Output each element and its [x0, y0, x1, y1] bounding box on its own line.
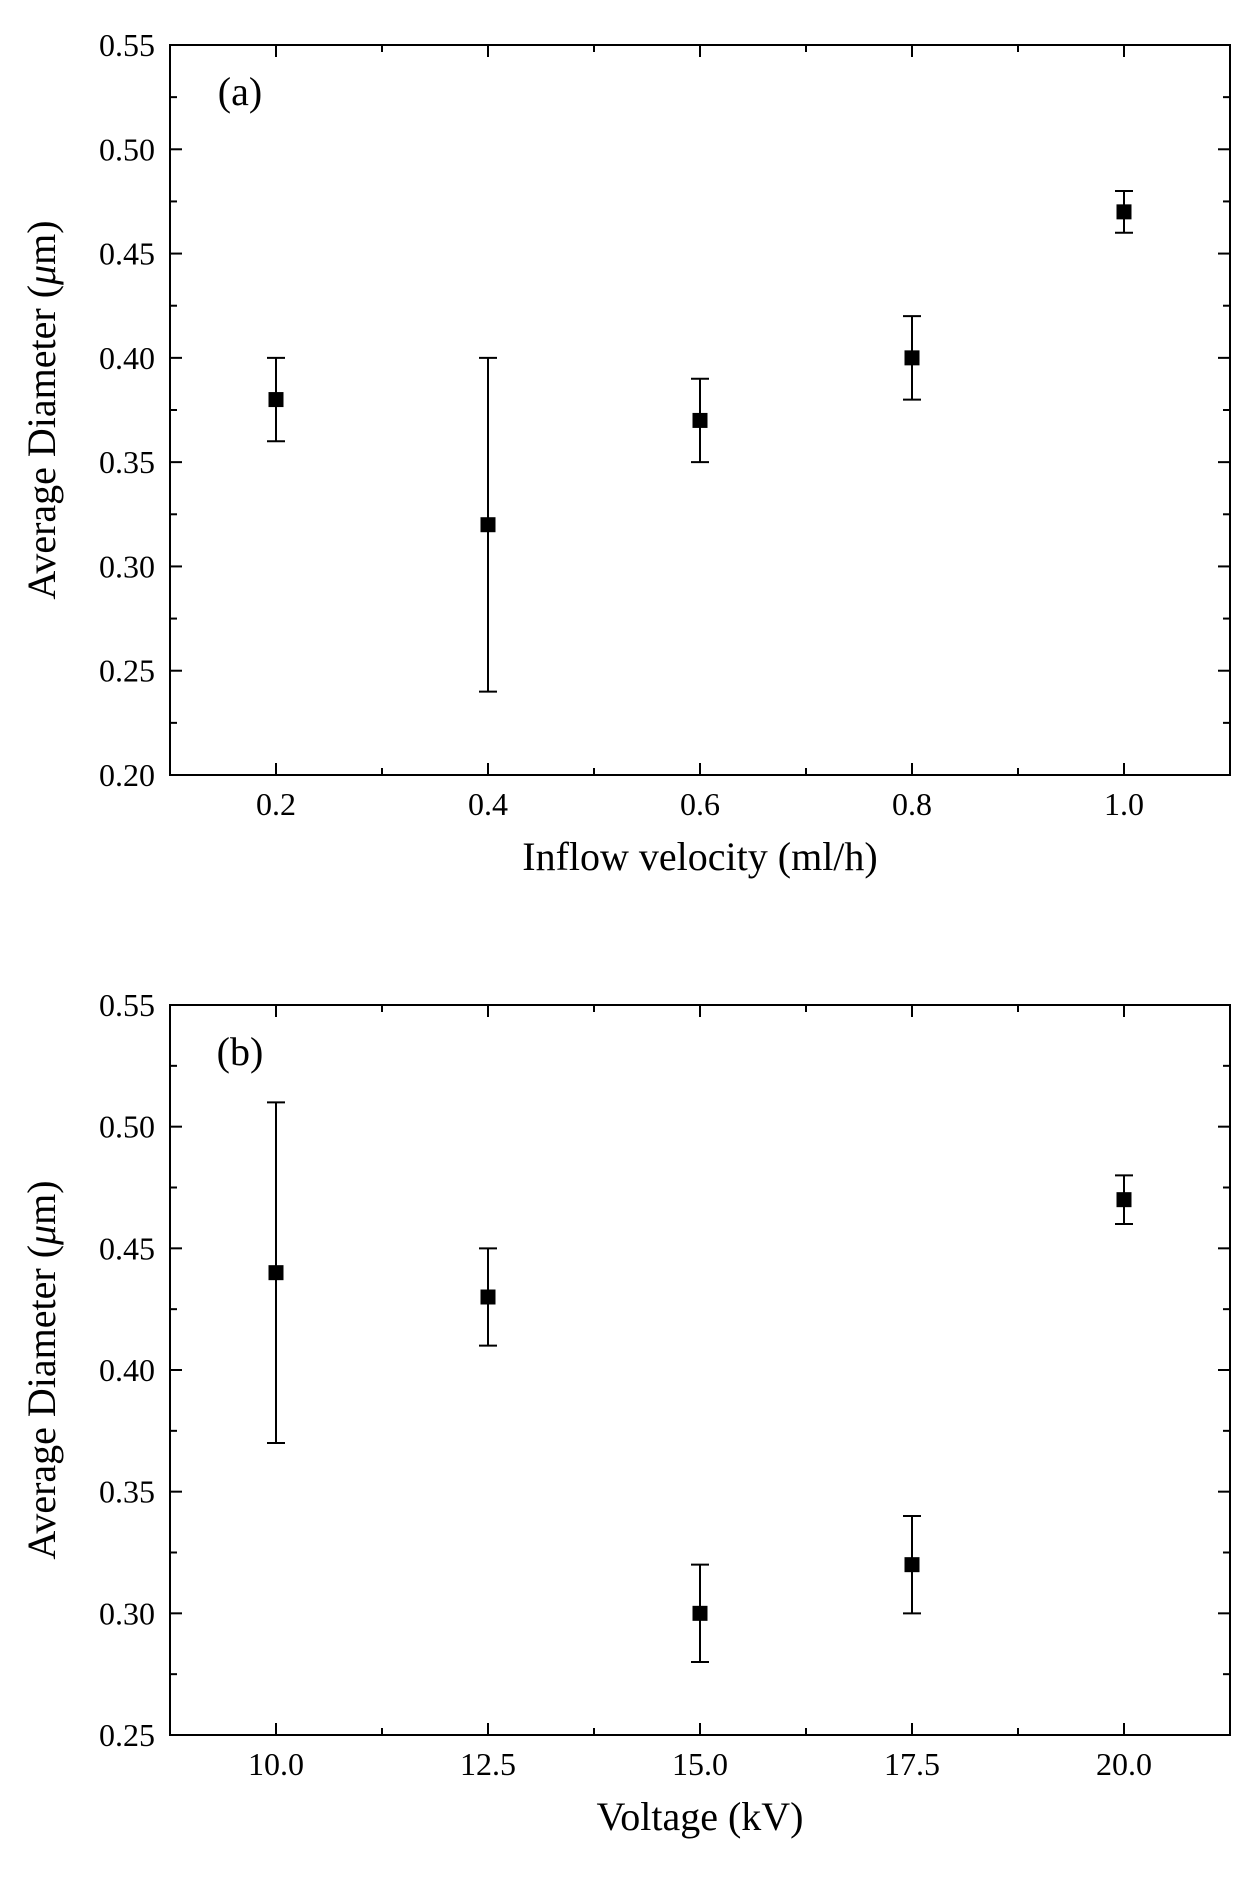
figure-container: 0.2 0.4 0.6 0.8 1.0 0.20 0.25 0.30 0.35 0.40 0.45 0…	[0, 0, 1260, 1891]
data-marker	[1117, 205, 1131, 219]
x-tick-label: 0.4	[468, 786, 508, 822]
y-tick-label: 0.35	[99, 444, 155, 480]
y-tick-label: 0.55	[99, 27, 155, 63]
x-tick-label: 17.5	[884, 1746, 940, 1782]
x-tick-label: 12.5	[460, 1746, 516, 1782]
x-tick-label: 0.2	[256, 786, 296, 822]
x-tick-label: 1.0	[1104, 786, 1144, 822]
x-axis-title: Voltage (kV)	[597, 1794, 804, 1839]
panel-label: (a)	[218, 69, 262, 114]
y-tick-label: 0.40	[99, 340, 155, 376]
data-marker	[269, 393, 283, 407]
y-tick-label: 0.25	[99, 1717, 155, 1753]
panel-b: 10.0 12.5 15.0 17.5 20.0 0.25 0.30 0.35 0.40 0.45…	[19, 987, 1230, 1839]
data-marker	[693, 413, 707, 427]
y-tick-label: 0.30	[99, 1595, 155, 1631]
data-marker	[481, 518, 495, 532]
y-tick-label: 0.45	[99, 236, 155, 272]
x-tick-label: 10.0	[248, 1746, 304, 1782]
y-tick-label: 0.30	[99, 548, 155, 584]
x-tick-label: 0.8	[892, 786, 932, 822]
panel-a: 0.2 0.4 0.6 0.8 1.0 0.20 0.25 0.30 0.35 0.40 0.45 0…	[19, 27, 1230, 879]
y-tick-label: 0.25	[99, 653, 155, 689]
x-tick-label: 0.6	[680, 786, 720, 822]
data-marker	[905, 351, 919, 365]
data-marker	[1117, 1193, 1131, 1207]
x-tick-label: 15.0	[672, 1746, 728, 1782]
y-tick-label: 0.45	[99, 1230, 155, 1266]
y-tick-label: 0.40	[99, 1352, 155, 1388]
data-marker	[905, 1558, 919, 1572]
y-axis-title: Average Diameter (μm)	[19, 1180, 64, 1559]
y-tick-label: 0.50	[99, 1109, 155, 1145]
panel-label: (b)	[217, 1029, 264, 1074]
data-marker	[269, 1266, 283, 1280]
data-marker	[693, 1606, 707, 1620]
y-tick-label: 0.50	[99, 131, 155, 167]
y-axis-title: Average Diameter (μm)	[19, 220, 64, 599]
figure-svg: 0.2 0.4 0.6 0.8 1.0 0.20 0.25 0.30 0.35 0.40 0.45 0…	[0, 0, 1260, 1891]
y-tick-label: 0.35	[99, 1474, 155, 1510]
y-tick-label: 0.20	[99, 757, 155, 793]
x-axis-title: Inflow velocity (ml/h)	[522, 834, 877, 879]
x-tick-label: 20.0	[1096, 1746, 1152, 1782]
y-tick-label: 0.55	[99, 987, 155, 1023]
data-marker	[481, 1290, 495, 1304]
